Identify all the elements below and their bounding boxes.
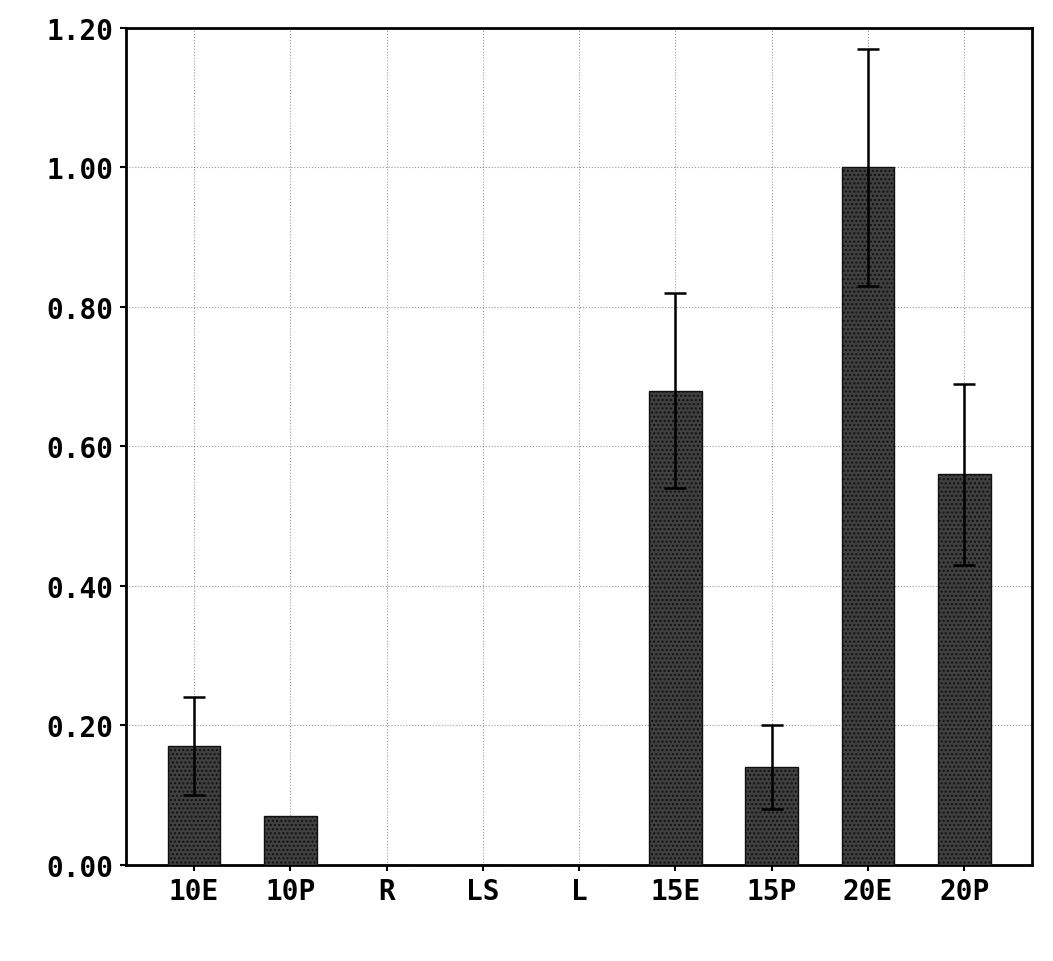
Bar	[649, 391, 702, 865]
Bar	[264, 816, 317, 865]
Bar	[746, 767, 798, 865]
Bar	[841, 168, 894, 865]
Bar	[938, 475, 991, 865]
Bar	[167, 747, 220, 865]
